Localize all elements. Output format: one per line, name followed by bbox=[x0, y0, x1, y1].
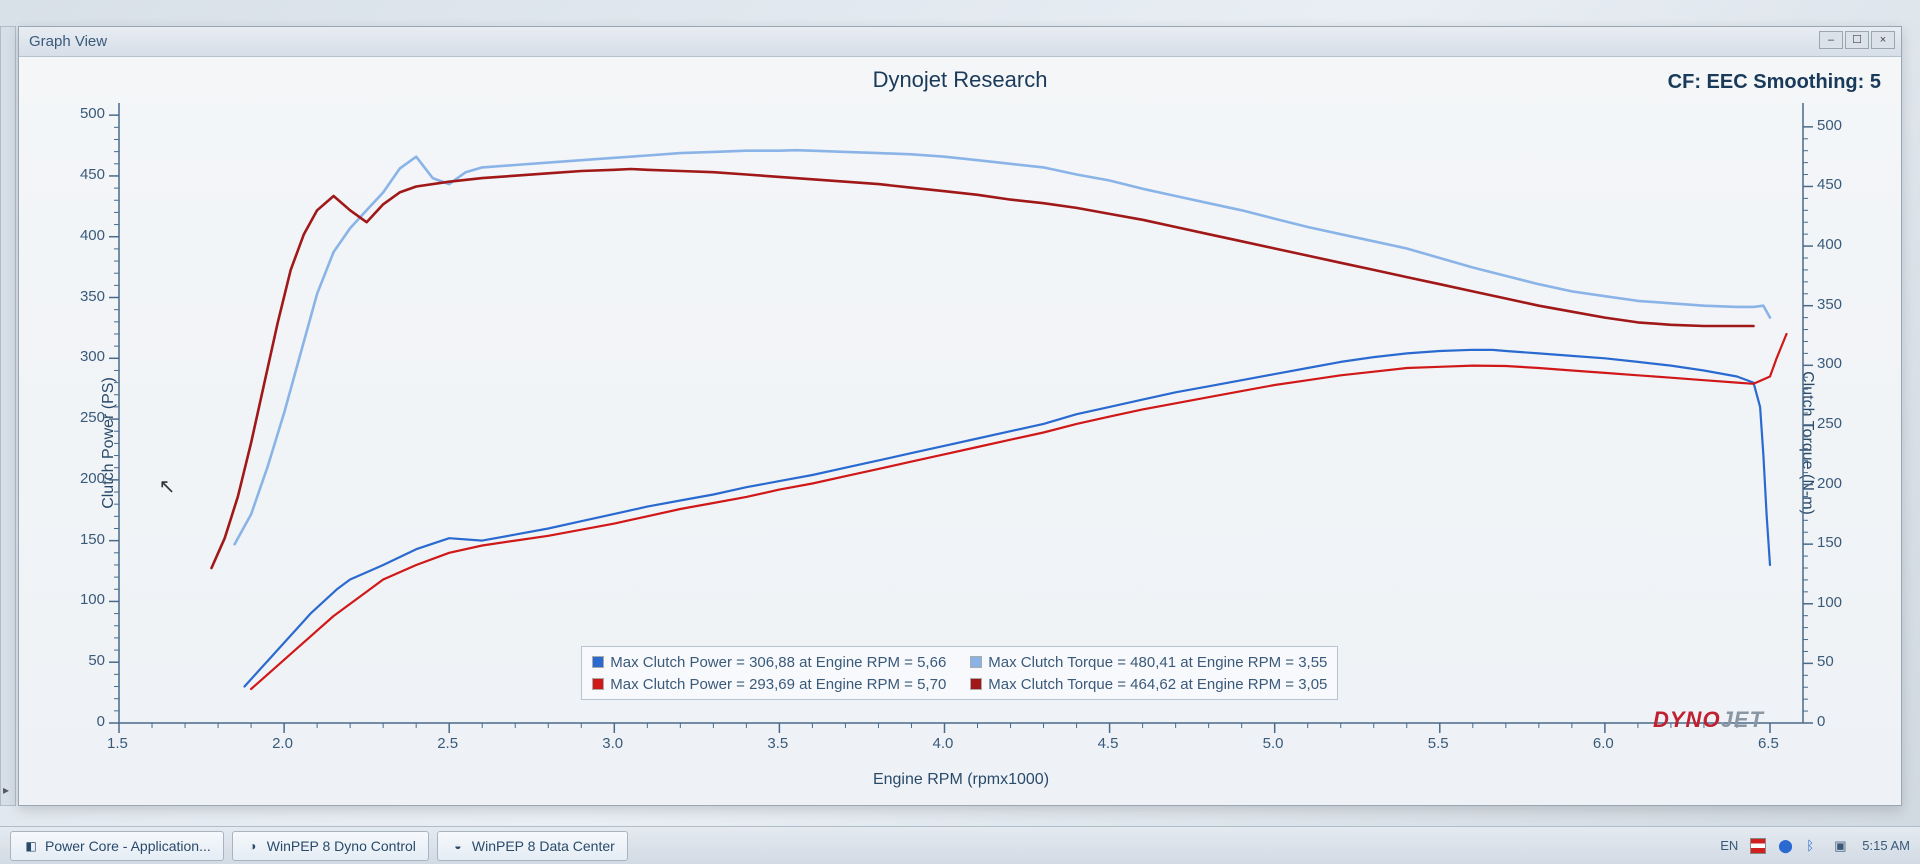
flag-icon[interactable] bbox=[1750, 838, 1766, 854]
taskbar-label: WinPEP 8 Dyno Control bbox=[267, 838, 416, 854]
y-right-tick-label: 350 bbox=[1817, 296, 1842, 313]
chart-legend: Max Clutch Power = 306,88 at Engine RPM … bbox=[581, 646, 1338, 700]
app-icon: ◑ bbox=[245, 838, 261, 854]
chart-axes[interactable]: 1.52.02.53.03.54.04.55.05.56.06.50501001… bbox=[119, 103, 1803, 723]
tray-lang[interactable]: EN bbox=[1720, 838, 1738, 853]
x-axis-label: Engine RPM (rpmx1000) bbox=[873, 771, 1049, 789]
legend-row: Max Clutch Power = 306,88 at Engine RPM … bbox=[592, 651, 1327, 673]
tray-time[interactable]: 5:15 AM bbox=[1862, 838, 1910, 853]
x-tick-label: 6.5 bbox=[1758, 735, 1779, 752]
x-tick-label: 6.0 bbox=[1593, 735, 1614, 752]
y-right-tick-label: 400 bbox=[1817, 236, 1842, 253]
y-right-tick-label: 450 bbox=[1817, 176, 1842, 193]
y-left-tick-label: 400 bbox=[65, 227, 105, 244]
y-left-tick-label: 450 bbox=[65, 166, 105, 183]
y-left-tick-label: 350 bbox=[65, 288, 105, 305]
chart-header: Dynojet Research CF: EEC Smoothing: 5 bbox=[19, 57, 1901, 103]
x-tick-label: 4.0 bbox=[932, 735, 953, 752]
taskbar-item-powercore[interactable]: ◧ Power Core - Application... bbox=[10, 831, 224, 861]
expand-arrow-icon[interactable]: ▸ bbox=[3, 783, 9, 797]
bluetooth-icon[interactable]: ᛒ bbox=[1806, 838, 1822, 854]
x-tick-label: 5.5 bbox=[1428, 735, 1449, 752]
maximize-button[interactable]: ☐ bbox=[1845, 31, 1869, 49]
app-icon: ◧ bbox=[23, 838, 39, 854]
y-right-tick-label: 0 bbox=[1817, 713, 1825, 730]
graph-window: Graph View – ☐ × Dynojet Research CF: EE… bbox=[18, 26, 1902, 806]
x-tick-label: 4.5 bbox=[1098, 735, 1119, 752]
plot-area: Clutch Power (PS) Clutch Torque (N-m) En… bbox=[49, 103, 1873, 783]
y-right-tick-label: 500 bbox=[1817, 117, 1842, 134]
chart-svg bbox=[119, 103, 1803, 723]
cf-smoothing-label: CF: EEC Smoothing: 5 bbox=[1668, 71, 1881, 94]
y-left-tick-label: 250 bbox=[65, 409, 105, 426]
y-right-tick-label: 50 bbox=[1817, 653, 1834, 670]
y-left-tick-label: 200 bbox=[65, 470, 105, 487]
window-titlebar[interactable]: Graph View – ☐ × bbox=[19, 27, 1901, 57]
y-left-tick-label: 300 bbox=[65, 348, 105, 365]
tray-icon[interactable]: ▣ bbox=[1834, 838, 1850, 854]
taskbar-label: Power Core - Application... bbox=[45, 838, 211, 854]
x-tick-label: 2.0 bbox=[272, 735, 293, 752]
window-title: Graph View bbox=[29, 33, 107, 50]
taskbar-item-dynocontrol[interactable]: ◑ WinPEP 8 Dyno Control bbox=[232, 831, 429, 861]
taskbar-item-datacenter[interactable]: ◒ WinPEP 8 Data Center bbox=[437, 831, 628, 861]
x-tick-label: 1.5 bbox=[107, 735, 128, 752]
taskbar[interactable]: ◧ Power Core - Application... ◑ WinPEP 8… bbox=[0, 826, 1920, 864]
x-tick-label: 2.5 bbox=[437, 735, 458, 752]
chart-title: Dynojet Research bbox=[873, 67, 1048, 93]
left-gutter: ▸ bbox=[0, 26, 16, 806]
close-button[interactable]: × bbox=[1871, 31, 1895, 49]
y-left-tick-label: 500 bbox=[65, 105, 105, 122]
x-tick-label: 5.0 bbox=[1263, 735, 1284, 752]
y-right-tick-label: 150 bbox=[1817, 534, 1842, 551]
x-tick-label: 3.0 bbox=[602, 735, 623, 752]
x-tick-label: 3.5 bbox=[767, 735, 788, 752]
y-right-tick-label: 100 bbox=[1817, 594, 1842, 611]
y-right-tick-label: 250 bbox=[1817, 415, 1842, 432]
y-left-tick-label: 100 bbox=[65, 591, 105, 608]
y-right-tick-label: 200 bbox=[1817, 475, 1842, 492]
window-controls: – ☐ × bbox=[1819, 31, 1895, 49]
legend-row: Max Clutch Power = 293,69 at Engine RPM … bbox=[592, 673, 1327, 695]
tray-icon[interactable]: ⬤ bbox=[1778, 838, 1794, 854]
y-right-tick-label: 300 bbox=[1817, 355, 1842, 372]
taskbar-label: WinPEP 8 Data Center bbox=[472, 838, 615, 854]
system-tray: EN ⬤ ᛒ ▣ 5:15 AM bbox=[1720, 838, 1910, 854]
y-left-tick-label: 150 bbox=[65, 531, 105, 548]
y-left-tick-label: 50 bbox=[65, 652, 105, 669]
app-icon: ◒ bbox=[450, 838, 466, 854]
minimize-button[interactable]: – bbox=[1819, 31, 1843, 49]
y-left-tick-label: 0 bbox=[65, 713, 105, 730]
